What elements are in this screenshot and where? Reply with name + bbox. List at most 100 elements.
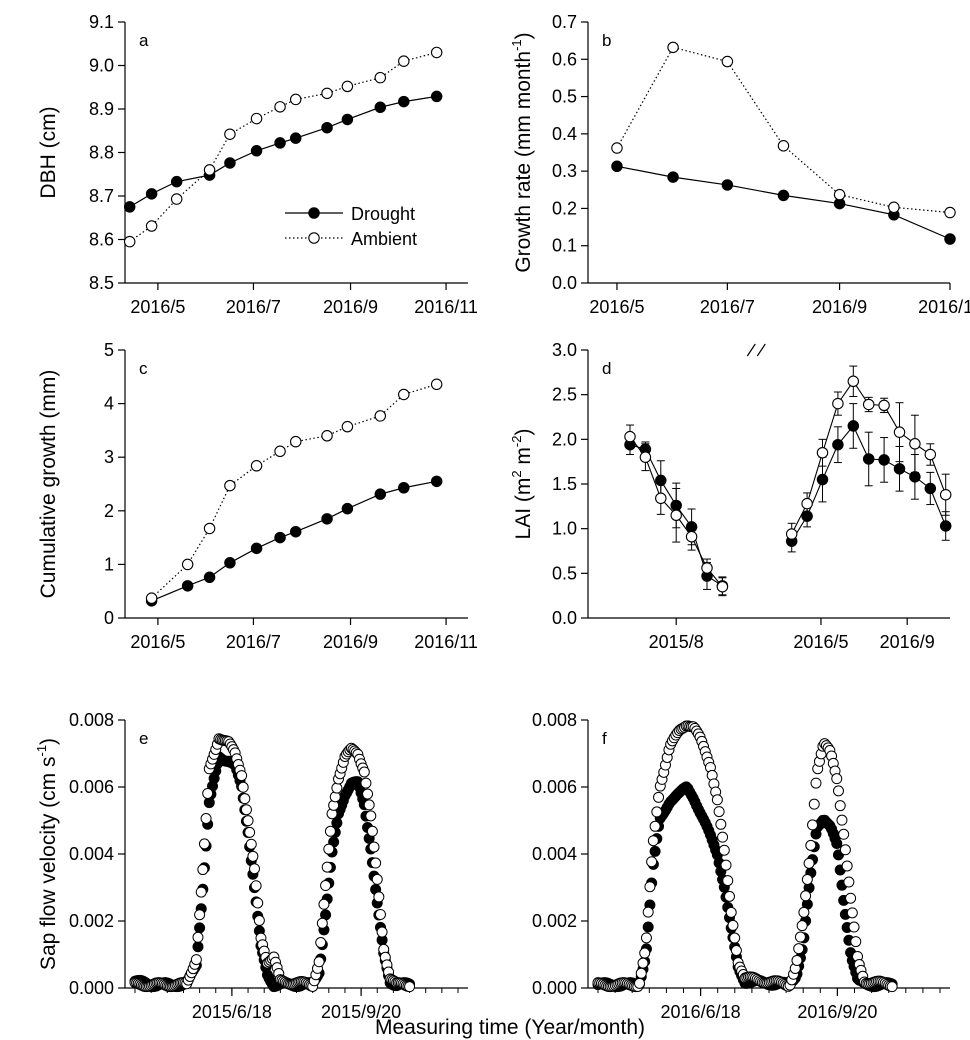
data-point-ambient: [841, 860, 853, 872]
y-tick-label: 8.5: [89, 273, 114, 293]
data-point-ambient: [639, 451, 652, 463]
data-point-drought: [181, 580, 194, 592]
y-axis-label-text: DBH (cm): [37, 106, 60, 198]
x-tick-label: 2016/9: [880, 632, 935, 652]
data-point-ambient: [316, 917, 328, 929]
y-axis-label-end: ): [37, 738, 60, 745]
data-point-ambient: [195, 886, 207, 898]
data-point-ambient: [250, 460, 263, 472]
y-tick-label: 2.5: [552, 385, 577, 405]
data-point-ambient: [321, 861, 333, 873]
x-tick-label: 2016/11: [414, 632, 478, 652]
panel-letter: a: [139, 31, 149, 50]
data-point-ambient: [324, 825, 336, 837]
legend-label-ambient: Ambient: [351, 229, 417, 249]
data-point-ambient: [801, 497, 813, 510]
data-point-ambient: [909, 438, 921, 450]
data-point-ambient: [642, 906, 654, 918]
data-point-ambient: [245, 838, 257, 850]
data-point-ambient: [249, 863, 261, 875]
y-axis-label-sup: -2: [509, 436, 524, 448]
y-tick-label: 2: [104, 501, 114, 521]
data-point-ambient: [224, 128, 236, 140]
data-point-ambient: [816, 446, 829, 459]
y-tick-label: 0.1: [552, 236, 577, 256]
data-point-drought: [430, 90, 443, 103]
data-point-drought: [655, 474, 667, 487]
x-tick-label: 2015/9/20: [321, 1002, 401, 1022]
data-point-ambient: [730, 944, 742, 956]
y-tick-label: 5: [104, 340, 114, 360]
data-point-ambient: [637, 957, 649, 969]
y-axis-label-text: Growth rate (mm month: [512, 51, 535, 273]
data-point-drought: [611, 160, 623, 173]
data-point-drought: [194, 922, 206, 934]
data-point-ambient: [794, 931, 806, 943]
data-point-drought: [321, 121, 333, 134]
x-tick-label: 2015/8: [649, 632, 704, 652]
y-tick-label: 0.3: [552, 161, 577, 181]
data-point-ambient: [839, 844, 851, 856]
data-point-ambient: [846, 907, 858, 919]
data-point-ambient: [320, 880, 332, 892]
data-point-ambient: [924, 448, 937, 461]
data-point-ambient: [685, 530, 698, 543]
data-point-ambient: [376, 926, 388, 938]
data-point-ambient: [893, 426, 906, 438]
y-tick-label: 9.0: [89, 56, 114, 76]
data-point-ambient: [848, 921, 860, 933]
data-point-ambient: [785, 528, 798, 540]
data-point-ambient: [727, 919, 739, 931]
data-point-ambient: [250, 880, 262, 892]
data-point-drought: [398, 482, 410, 494]
data-point-drought: [862, 453, 875, 465]
y-tick-label: 8.6: [89, 230, 114, 250]
panel-letter: b: [602, 31, 611, 50]
panel-letter: f: [602, 729, 607, 748]
data-point-ambient: [713, 806, 725, 818]
data-point-drought: [250, 145, 263, 157]
x-tick-label: 2016/11: [918, 297, 970, 317]
series-line-drought: [151, 480, 437, 602]
data-point-drought: [250, 542, 263, 555]
y-tick-label: 0.6: [552, 49, 577, 69]
data-point-ambient: [796, 920, 808, 932]
data-point-ambient: [944, 206, 956, 219]
data-point-ambient: [725, 906, 737, 918]
data-point-drought: [374, 101, 387, 114]
y-axis-label-sup: -1: [34, 745, 49, 757]
data-point-ambient: [315, 937, 327, 949]
figure-xlabel: Measuring time (Year/month): [375, 1016, 645, 1039]
y-tick-label: 8.7: [89, 186, 114, 206]
data-point-drought: [170, 175, 183, 188]
data-point-ambient: [197, 864, 209, 876]
x-tick-label: 2016/9/20: [797, 1002, 877, 1022]
data-point-ambient: [793, 943, 805, 955]
data-point-ambient: [240, 804, 252, 816]
data-point-ambient: [611, 142, 623, 154]
data-point-drought: [398, 95, 410, 108]
y-tick-label: 0.000: [532, 978, 577, 998]
data-point-ambient: [192, 931, 204, 943]
y-axis-label-end: ): [512, 32, 535, 39]
series-line-drought: [616, 165, 951, 240]
data-point-ambient: [777, 140, 790, 152]
data-point-ambient: [239, 793, 251, 805]
data-point-ambient: [371, 873, 383, 885]
data-point-ambient: [832, 785, 844, 797]
x-tick-label: 2016/5: [130, 297, 185, 317]
data-point-ambient: [805, 839, 817, 851]
data-point-ambient: [836, 814, 848, 826]
data-point-ambient: [194, 909, 206, 921]
x-tick-label: 2016/9: [323, 297, 378, 317]
y-tick-label: 0.002: [532, 911, 577, 931]
data-point-drought: [893, 463, 906, 475]
y-tick-label: 0.004: [532, 844, 577, 864]
y-tick-label: 0.2: [552, 198, 577, 218]
data-point-ambient: [639, 947, 651, 959]
y-tick-label: 4: [104, 394, 114, 414]
data-point-drought: [847, 420, 860, 432]
data-point-drought: [145, 188, 158, 200]
data-point-ambient: [791, 954, 803, 966]
data-point-drought: [944, 233, 956, 245]
